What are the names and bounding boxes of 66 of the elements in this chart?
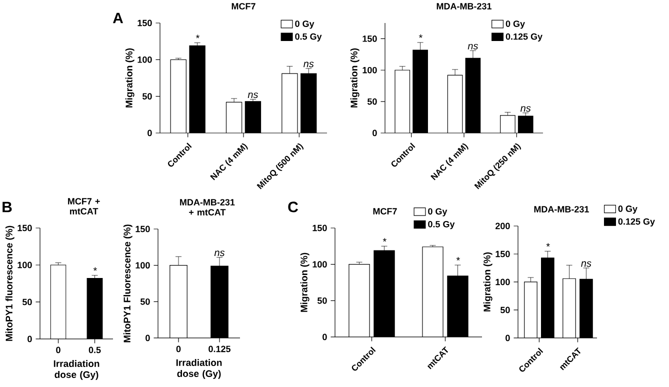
y-tick-label: 50 xyxy=(367,98,377,105)
legend-label: 0.125 Gy xyxy=(506,33,542,42)
chart-title: MCF7 xyxy=(232,3,256,10)
legend-label: 0 Gy xyxy=(295,20,314,29)
y-tick-label: 100 xyxy=(312,261,327,268)
y-tick-label: 0 xyxy=(146,334,150,342)
chart-title: MDA-MB-231 xyxy=(436,3,492,10)
chart-title: MDA-MB-231 + mtCAT xyxy=(180,199,235,216)
y-tick-label: 50 xyxy=(317,297,327,304)
x-tick-label: 0.125 xyxy=(208,346,231,352)
annotation: * xyxy=(196,34,200,38)
annotation: ns xyxy=(581,261,592,267)
y-tick-label: 50 xyxy=(500,306,510,314)
annotation: ns xyxy=(304,62,314,68)
annotation: * xyxy=(382,238,386,242)
annotation: * xyxy=(456,256,460,260)
y-tick-label: 150 xyxy=(362,36,377,42)
annotation: * xyxy=(418,34,422,38)
legend-label: 0 Gy xyxy=(618,206,638,214)
annotation: ns xyxy=(520,106,531,112)
y-tick-label: 0 xyxy=(372,130,377,136)
annotation: ns xyxy=(468,44,478,50)
y-tick-label: 100 xyxy=(138,56,152,63)
y-tick-label: 150 xyxy=(138,20,152,26)
legend-label: 0 Gy xyxy=(428,208,448,216)
x-axis-title: Irradiation dose (Gy) xyxy=(54,360,100,380)
y-tick-label: 50 xyxy=(140,298,150,305)
annotation: * xyxy=(93,267,97,271)
y-tick-label: 150 xyxy=(312,224,327,232)
legend-label: 0 Gy xyxy=(506,20,525,29)
x-tick-label: 0 xyxy=(56,346,60,354)
y-axis-title: Migration (%) xyxy=(125,48,134,108)
y-tick-label: 100 xyxy=(362,66,377,74)
x-axis-title: Irradiation dose (Gy) xyxy=(176,359,222,379)
y-tick-label: 200 xyxy=(496,222,510,230)
y-tick-label: 150 xyxy=(496,250,510,258)
y-tick-label: 100 xyxy=(496,278,510,286)
chart-title: MCF7 + mtCAT xyxy=(68,198,100,214)
legend-label: 0.5 Gy xyxy=(295,33,322,42)
y-tick-label: 50 xyxy=(22,298,32,306)
text: B xyxy=(2,202,12,212)
y-axis-title: Migration (%) xyxy=(483,252,492,312)
y-tick-label: 0 xyxy=(322,334,327,340)
text: A xyxy=(112,12,124,24)
chart-title: MDA-MB-231 xyxy=(534,206,589,212)
chart-title: MCF7 xyxy=(373,208,397,214)
legend-label: 0.125 Gy xyxy=(618,218,655,226)
text: C xyxy=(288,202,298,212)
x-tick-label: 0.5 xyxy=(88,346,101,354)
y-axis-title: MitoPY1 Fluorescence (%) xyxy=(123,224,132,342)
y-axis-title: Migration (%) xyxy=(300,252,310,312)
y-tick-label: 0 xyxy=(148,130,152,136)
annotation: ns xyxy=(248,92,258,98)
annotation: * xyxy=(546,243,550,247)
y-tick-label: 0 xyxy=(506,334,510,342)
legend-label: 0.5 Gy xyxy=(428,220,455,230)
annotation: ns xyxy=(214,250,225,256)
y-axis-title: Migration (%) xyxy=(350,48,360,108)
y-axis-title: MitoPY1 fluorescence (%) xyxy=(5,226,14,341)
y-tick-label: 100 xyxy=(18,262,32,268)
y-tick-label: 50 xyxy=(142,93,152,100)
y-tick-label: 100 xyxy=(136,262,150,269)
x-tick-label: 0 xyxy=(176,346,181,352)
y-tick-label: 150 xyxy=(18,224,32,232)
y-tick-label: 150 xyxy=(136,226,150,232)
y-tick-label: 0 xyxy=(28,336,32,342)
